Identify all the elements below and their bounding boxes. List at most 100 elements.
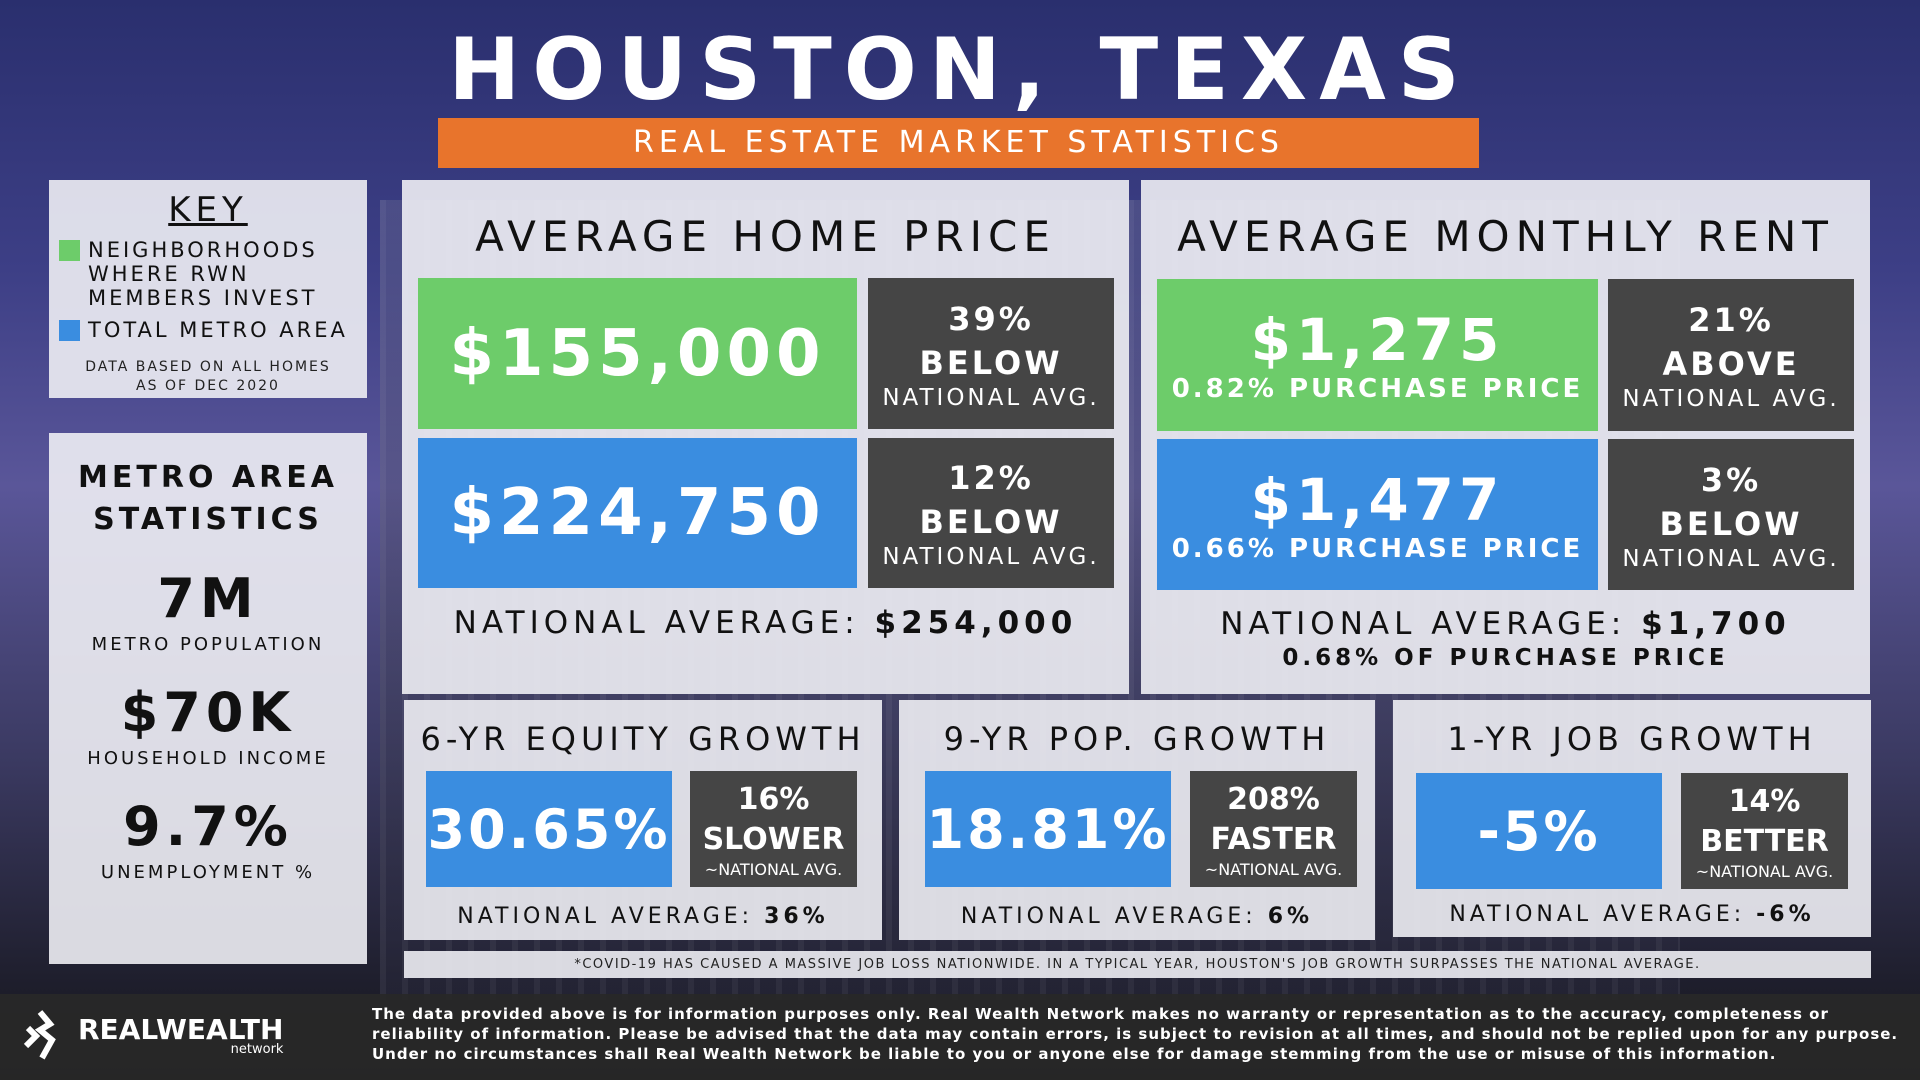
- national-value: 6%: [1267, 904, 1314, 929]
- national-value: $254,000: [874, 605, 1078, 641]
- key-panel: KEY NEIGHBORHOODS WHERE RWN MEMBERS INVE…: [49, 180, 367, 398]
- key-label: NEIGHBORHOODS WHERE RWN MEMBERS INVEST: [88, 238, 318, 310]
- growth-value-box: 18.81%: [925, 771, 1171, 887]
- rent-panel: AVERAGE MONTHLY RENT $1,275 0.82% PURCHAS…: [1141, 180, 1870, 694]
- metro-heading: METRO AREA STATISTICS: [49, 457, 367, 541]
- price-value: $224,750: [449, 476, 826, 550]
- metro-rent-compare: 3% BELOW NATIONAL AVG.: [1608, 439, 1854, 590]
- compare-dir: FASTER: [1210, 821, 1337, 857]
- compare-pct: 14%: [1728, 783, 1801, 819]
- compare-label: ~NATIONAL AVG.: [1695, 861, 1834, 881]
- growth-compare-box: 208% FASTER ~NATIONAL AVG.: [1190, 771, 1357, 887]
- growth-value: 18.81%: [926, 797, 1170, 861]
- key-heading: KEY: [168, 190, 248, 230]
- price-value: $155,000: [449, 316, 826, 391]
- key-note-line: DATA BASED ON ALL HOMES: [85, 359, 331, 375]
- income-value: $70K: [120, 681, 296, 744]
- compare-pct: 3%: [1700, 460, 1762, 499]
- national-value: -6%: [1756, 902, 1815, 927]
- realwealth-logo-icon: [23, 1010, 56, 1060]
- rwn-home-price: $155,000: [418, 278, 857, 429]
- national-value: $1,700: [1641, 606, 1791, 642]
- unemployment-value: 9.7%: [123, 795, 293, 858]
- metro-home-price: $224,750: [418, 438, 857, 588]
- key-note-line: AS OF DEC 2020: [136, 378, 280, 394]
- job-growth-panel: 1-YR JOB GROWTH -5% 14% BETTER ~NATIONAL A…: [1393, 700, 1871, 937]
- growth-national: NATIONAL AVERAGE: -6%: [1393, 902, 1871, 927]
- disclaimer: The data provided above is for informati…: [372, 1005, 1899, 1063]
- compare-dir: BELOW: [919, 343, 1063, 382]
- footer: REALWEALTH network The data provided abov…: [0, 994, 1920, 1080]
- compare-pct: 12%: [948, 459, 1034, 497]
- compare-label: NATIONAL AVG.: [882, 544, 1100, 570]
- logo-text: REALWEALTH: [78, 1013, 284, 1046]
- rent-purchase-pct: 0.66% PURCHASE PRICE: [1171, 533, 1584, 564]
- national-value: 36%: [764, 904, 829, 929]
- national-label: NATIONAL AVERAGE:: [960, 904, 1257, 929]
- rent-value: $1,477: [1250, 465, 1505, 534]
- logo-sub: network: [230, 1042, 284, 1057]
- growth-heading: 9-YR POP. GROWTH: [943, 720, 1331, 758]
- rent-national-sub: 0.68% OF PURCHASE PRICE: [1282, 645, 1729, 671]
- compare-label: NATIONAL AVG.: [882, 384, 1100, 411]
- growth-compare-box: 16% SLOWER ~NATIONAL AVG.: [690, 771, 857, 887]
- compare-pct: 16%: [737, 781, 810, 817]
- compare-label: NATIONAL AVG.: [1622, 386, 1840, 412]
- national-label: NATIONAL AVERAGE:: [457, 904, 754, 929]
- growth-national: NATIONAL AVERAGE: 6%: [899, 904, 1375, 929]
- growth-national: NATIONAL AVERAGE: 36%: [404, 904, 882, 929]
- growth-heading: 1-YR JOB GROWTH: [1447, 720, 1817, 758]
- population-value: 7M: [157, 567, 259, 630]
- realwealth-logo: REALWEALTH network: [22, 1010, 283, 1060]
- pop-growth-panel: 9-YR POP. GROWTH 18.81% 208% FASTER ~NATIO…: [899, 700, 1375, 940]
- compare-dir: BELOW: [919, 503, 1063, 541]
- green-swatch: [59, 240, 80, 261]
- growth-compare-box: 14% BETTER ~NATIONAL AVG.: [1681, 773, 1848, 889]
- compare-label: ~NATIONAL AVG.: [704, 859, 843, 879]
- metro-heading-line: METRO AREA: [78, 460, 338, 495]
- rwn-rent-compare: 21% ABOVE NATIONAL AVG.: [1608, 279, 1854, 431]
- national-label: NATIONAL AVERAGE:: [1220, 606, 1627, 642]
- unemployment-label: UNEMPLOYMENT %: [100, 862, 316, 883]
- national-label: NATIONAL AVERAGE:: [1449, 902, 1746, 927]
- growth-value: 30.65%: [427, 797, 671, 861]
- population-label: METRO POPULATION: [91, 634, 325, 655]
- rwn-rent: $1,275 0.82% PURCHASE PRICE: [1157, 279, 1598, 431]
- compare-pct: 39%: [948, 299, 1034, 338]
- rent-value: $1,275: [1250, 306, 1505, 374]
- equity-growth-panel: 6-YR EQUITY GROWTH 30.65% 16% SLOWER ~NATI…: [404, 700, 882, 940]
- key-item-rwn: NEIGHBORHOODS WHERE RWN MEMBERS INVEST: [59, 238, 367, 310]
- compare-pct: 21%: [1688, 301, 1774, 339]
- compare-label: ~NATIONAL AVG.: [1204, 859, 1343, 879]
- metro-home-compare: 12% BELOW NATIONAL AVG.: [868, 438, 1114, 588]
- rent-national-average: NATIONAL AVERAGE: $1,700: [1141, 606, 1870, 642]
- key-note: DATA BASED ON ALL HOMES AS OF DEC 2020: [49, 358, 367, 396]
- home-price-heading: AVERAGE HOME PRICE: [475, 212, 1056, 261]
- growth-value: -5%: [1477, 799, 1601, 863]
- income-label: HOUSEHOLD INCOME: [87, 748, 329, 769]
- rent-heading: AVERAGE MONTHLY RENT: [1177, 212, 1834, 261]
- compare-dir: SLOWER: [702, 821, 845, 857]
- compare-dir: BELOW: [1659, 504, 1803, 543]
- covid-note: *COVID-19 HAS CAUSED A MASSIVE JOB LOSS …: [404, 951, 1871, 978]
- metro-rent: $1,477 0.66% PURCHASE PRICE: [1157, 439, 1598, 590]
- metro-heading-line: STATISTICS: [93, 502, 323, 537]
- compare-pct: 208%: [1227, 781, 1320, 817]
- compare-label: NATIONAL AVG.: [1622, 545, 1840, 572]
- blue-swatch: [59, 320, 80, 341]
- growth-value-box: 30.65%: [426, 771, 672, 887]
- home-price-panel: AVERAGE HOME PRICE $155,000 39% BELOW NATI…: [402, 180, 1129, 694]
- rwn-home-compare: 39% BELOW NATIONAL AVG.: [868, 278, 1114, 429]
- key-label: TOTAL METRO AREA: [88, 318, 348, 342]
- compare-dir: ABOVE: [1662, 345, 1800, 383]
- subtitle-banner: REAL ESTATE MARKET STATISTICS: [438, 118, 1479, 168]
- home-national-average: NATIONAL AVERAGE: $254,000: [402, 605, 1129, 641]
- rent-purchase-pct: 0.82% PURCHASE PRICE: [1171, 374, 1584, 404]
- key-item-metro: TOTAL METRO AREA: [59, 318, 367, 342]
- page-title: HOUSTON, TEXAS: [448, 20, 1472, 120]
- metro-stats-panel: METRO AREA STATISTICS 7M METRO POPULATION…: [49, 433, 367, 964]
- growth-heading: 6-YR EQUITY GROWTH: [420, 720, 866, 758]
- national-label: NATIONAL AVERAGE:: [453, 605, 860, 641]
- compare-dir: BETTER: [1700, 823, 1829, 859]
- growth-value-box: -5%: [1416, 773, 1662, 889]
